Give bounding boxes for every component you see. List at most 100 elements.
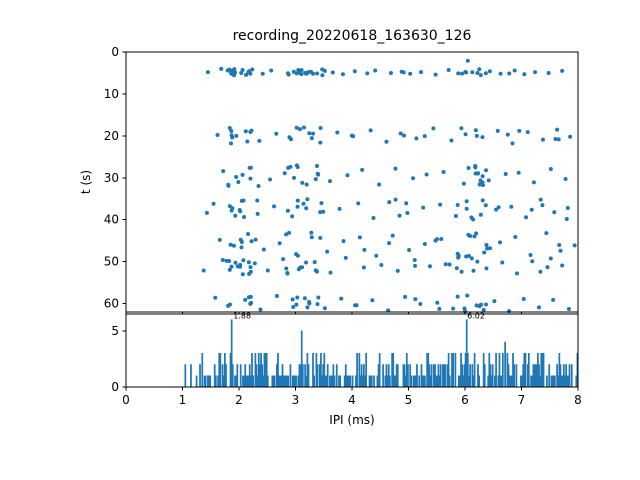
scatter-point (305, 305, 310, 310)
scatter-point (484, 168, 489, 173)
scatter-point (466, 166, 471, 170)
scatter-point (311, 131, 316, 136)
scatter-point (405, 211, 410, 216)
scatter-point (258, 307, 263, 312)
scatter-point (234, 174, 239, 179)
scatter-point (544, 231, 549, 236)
scatter-point (365, 71, 370, 76)
scatter-point (281, 257, 286, 262)
scatter-point (295, 295, 300, 300)
scatter-point (353, 303, 358, 308)
scatter-point (247, 165, 252, 170)
scatter-point (284, 232, 289, 237)
scatter-point (557, 243, 562, 248)
scatter-point (272, 204, 277, 209)
scatter-point (315, 302, 320, 307)
scatter-point (314, 164, 319, 169)
scatter-point (510, 141, 515, 146)
scatter-point (483, 71, 488, 76)
scatter-point (447, 262, 452, 267)
scatter-point (465, 58, 470, 63)
scatter-point (568, 134, 573, 139)
scatter-point (295, 165, 300, 170)
scatter-point (384, 139, 389, 144)
scatter-point (225, 68, 230, 73)
scatter-point (307, 131, 312, 136)
scatter-point (548, 167, 553, 171)
scatter-point (563, 177, 568, 182)
scatter-point (248, 71, 253, 76)
scatter-point (435, 300, 440, 305)
scatter-point (246, 295, 251, 300)
scatter-point (496, 205, 501, 210)
scatter-y-axis-ticks: 0 10 20 30 40 50 60 (104, 45, 126, 311)
scatter-point (304, 260, 309, 265)
scatter-point (546, 70, 551, 75)
scatter-point (232, 70, 237, 75)
scatter-point (558, 248, 563, 253)
scatter-point (248, 176, 253, 181)
scatter-point (250, 67, 255, 72)
scatter-point (483, 203, 488, 208)
histogram-peak-annotations: 1.88 6.02 (233, 312, 485, 321)
scatter-point (322, 306, 327, 311)
scatter-point (421, 205, 426, 210)
scatter-point (433, 72, 438, 77)
scatter-point (449, 138, 454, 143)
scatter-point (473, 171, 478, 176)
scatter-point (473, 165, 478, 170)
scatter-point (318, 235, 323, 240)
scatter-point (252, 261, 257, 266)
scatter-point (343, 255, 348, 260)
scatter-point (531, 180, 536, 185)
scatter-point (238, 262, 243, 267)
scatter-point (529, 207, 534, 212)
scatter-point (473, 128, 478, 133)
scatter-point (290, 214, 295, 219)
scatter-point (437, 306, 442, 311)
scatter-point (316, 172, 321, 177)
scatter-point (408, 71, 413, 76)
scatter-point (370, 298, 375, 303)
scatter-point (335, 130, 340, 135)
scatter-point (525, 130, 530, 135)
scatter-point (330, 70, 335, 75)
scatter-point (339, 296, 344, 301)
scatter-point (238, 209, 243, 214)
scatter-point (403, 294, 408, 299)
scatter-point (253, 237, 258, 242)
scatter-point (522, 72, 527, 77)
y-tick-label: 20 (104, 129, 119, 143)
scatter-point (460, 71, 465, 76)
scatter-point (481, 307, 486, 312)
scatter-point (479, 302, 484, 307)
scatter-point (361, 265, 366, 270)
scatter-point (269, 68, 274, 73)
scatter-point (230, 206, 235, 211)
scatter-point (538, 269, 543, 274)
scatter-point (261, 247, 266, 252)
scatter-point (478, 73, 483, 78)
scatter-point (231, 243, 236, 248)
scatter-point (357, 235, 362, 240)
scatter-point (362, 247, 367, 252)
scatter-point (484, 242, 489, 247)
scatter-point (480, 198, 485, 203)
scatter-point (456, 255, 461, 260)
scatter-point (215, 133, 220, 138)
histogram-y-axis-ticks: 05 (111, 324, 126, 394)
scatter-point (566, 307, 571, 312)
scatter-point (463, 132, 468, 137)
scatter-point (295, 204, 300, 209)
scatter-point (217, 237, 222, 242)
scatter-point (393, 197, 398, 202)
scatter-point (464, 199, 469, 204)
scatter-point (286, 71, 291, 76)
hist-x-tick-label: 0 (122, 393, 130, 407)
hist-x-tick-label: 8 (574, 393, 582, 407)
scatter-point (249, 239, 254, 244)
scatter-point (305, 197, 310, 202)
scatter-point (320, 73, 325, 78)
scatter-point (475, 259, 480, 264)
scatter-point (446, 68, 451, 73)
